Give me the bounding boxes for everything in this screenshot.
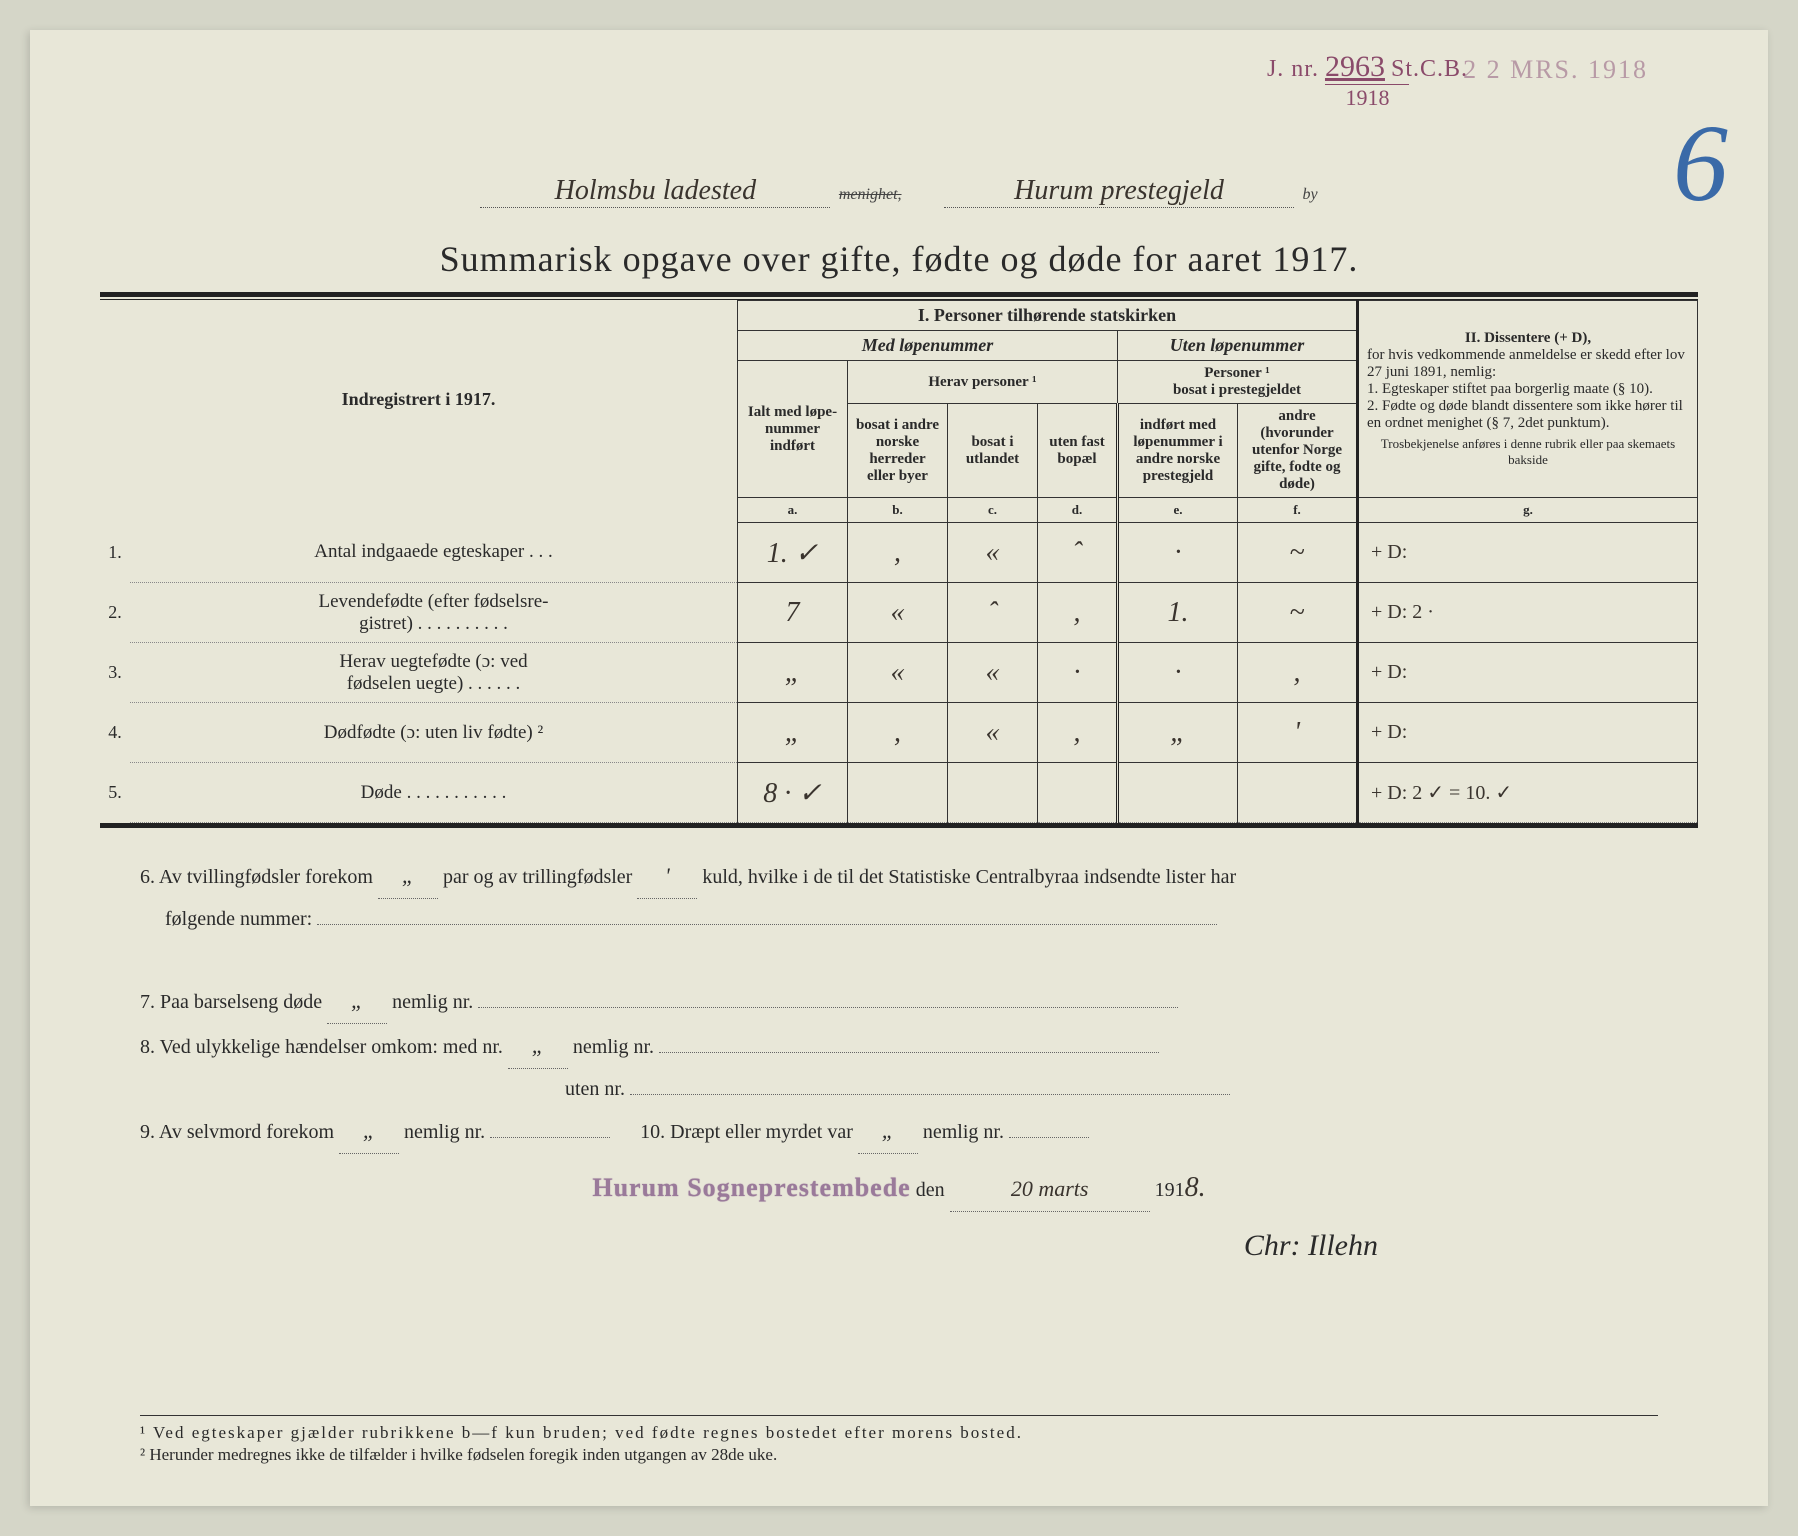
uten-lopenummer-header: Uten løpenummer xyxy=(1118,331,1358,361)
footnote-2: ² Herunder medregnes ikke de tilfælder i… xyxy=(140,1444,1658,1466)
col-f-sub: f. xyxy=(1238,498,1358,523)
col-c-sub: c. xyxy=(948,498,1038,523)
col-g-sub: g. xyxy=(1358,498,1698,523)
section2-note: Trosbekjenelse anføres i denne rubrik el… xyxy=(1367,436,1689,468)
note6-v2: ' xyxy=(637,854,697,899)
col-d-header: uten fast bopæl xyxy=(1038,404,1118,498)
parish-header-line: Holmsbu ladested menighet, Hurum presteg… xyxy=(100,170,1698,208)
note-9-10: 9. Av selvmord forekom „ nemlig nr. 10. … xyxy=(140,1109,1658,1154)
office-stamp: Hurum Sogneprestembede xyxy=(592,1173,910,1202)
note8-b: nemlig nr. xyxy=(573,1036,654,1058)
note6-v1: „ xyxy=(378,854,438,899)
menighet-value: Holmsbu ladested xyxy=(480,175,830,208)
jnr-year: 1918 xyxy=(1325,84,1409,111)
note10-b: nemlig nr. xyxy=(923,1121,1004,1143)
section2-title: II. Dissentere (+ D), xyxy=(1367,330,1689,347)
note-7: 7. Paa barselseng døde „ nemlig nr. xyxy=(140,979,1658,1024)
col-e-header: indført med løpenummer i andre norske pr… xyxy=(1118,404,1238,498)
footnote-1: ¹ Ved egteskaper gjælder rubrikkene b—f … xyxy=(140,1422,1658,1444)
personer-bosat-header: Personer ¹ bosat i prestegjeldet xyxy=(1118,361,1358,404)
note8-v1: „ xyxy=(508,1024,568,1069)
indregistrert-label: Indregistrert i 1917. xyxy=(106,389,731,410)
note8-blank1 xyxy=(659,1052,1159,1053)
journal-stamp: J. nr. 2963 St.C.B. 1918 xyxy=(1267,50,1468,112)
document-title: Summarisk opgave over gifte, fødte og dø… xyxy=(100,238,1698,280)
note6-d: følgende nummer: xyxy=(165,908,312,930)
col-f-header: andre (hvorunder utenfor Norge gifte, fo… xyxy=(1238,404,1358,498)
note-8: 8. Ved ulykkelige hændelser omkom: med n… xyxy=(140,1024,1658,1109)
col-a-text: Ialt med løpe-nummer indført xyxy=(748,404,837,454)
jnr-prefix: J. nr. xyxy=(1267,56,1319,82)
year-prefix: 191 xyxy=(1155,1179,1185,1201)
note-6: 6. Av tvillingfødsler forekom „ par og a… xyxy=(140,854,1658,939)
den-label: den xyxy=(916,1179,945,1201)
note9-a: 9. Av selvmord forekom xyxy=(140,1121,334,1143)
note7-v1: „ xyxy=(327,979,387,1024)
page-number: 6 xyxy=(1673,100,1728,227)
col-a-sub: a. xyxy=(738,498,848,523)
herav-personer-header: Herav personer ¹ xyxy=(848,361,1118,404)
note8-blank2 xyxy=(630,1094,1230,1095)
table-row: 5. Døde . . . . . . . . . . . 8 · ✓ + D:… xyxy=(100,763,1698,823)
note8-c: uten nr. xyxy=(565,1078,625,1100)
col-a-header: Ialt med løpe-nummer indført xyxy=(738,361,848,498)
section2-body: for hvis vedkommende anmeldelse er skedd… xyxy=(1367,347,1689,432)
note6-a: 6. Av tvillingfødsler forekom xyxy=(140,866,373,888)
by-label: by xyxy=(1303,186,1318,203)
rule-thick xyxy=(100,292,1698,297)
menighet-label: menighet, xyxy=(839,186,902,203)
by-value: Hurum prestegjeld xyxy=(944,175,1294,208)
note7-blank xyxy=(478,1007,1178,1008)
med-lopenummer-header: Med løpenummer xyxy=(738,331,1118,361)
table-body: 1. Antal indgaaede egteskaper . . . 1. ✓… xyxy=(100,523,1698,823)
col-b-sub: b. xyxy=(848,498,948,523)
table-row: 3. Herav uegtefødte (ɔ: ved fødselen ueg… xyxy=(100,643,1698,703)
note9-v1: „ xyxy=(339,1109,399,1154)
note7-a: 7. Paa barselseng døde xyxy=(140,991,322,1013)
table-bottom-rule xyxy=(100,823,1698,828)
notes-section: 6. Av tvillingfødsler forekom „ par og a… xyxy=(100,854,1698,1276)
note9-blank xyxy=(490,1137,610,1138)
jnr-number: 2963 xyxy=(1325,50,1385,83)
col-d-sub: d. xyxy=(1038,498,1118,523)
note6-b: par og av trillingfødsler xyxy=(443,866,632,888)
summary-table: Indregistrert i 1917. I. Personer tilhør… xyxy=(100,300,1698,823)
col-b-header: bosat i andre norske herreder eller byer xyxy=(848,404,948,498)
signature: Chr: Illehn xyxy=(140,1216,1658,1276)
jnr-suffix: St.C.B. xyxy=(1391,56,1468,82)
received-date-stamp: 2 2 MRS. 1918 xyxy=(1463,55,1648,85)
note9-b: nemlig nr. xyxy=(404,1121,485,1143)
footnotes: ¹ Ved egteskaper gjælder rubrikkene b—f … xyxy=(140,1415,1658,1466)
note10-a: 10. Dræpt eller myrdet var xyxy=(640,1121,853,1143)
signature-line: Hurum Sogneprestembede den 20 marts 1918… xyxy=(140,1160,1658,1216)
note10-blank xyxy=(1009,1137,1089,1138)
section1-header: I. Personer tilhørende statskirken xyxy=(738,301,1358,331)
col-e-sub: e. xyxy=(1118,498,1238,523)
table-row: 2. Levendefødte (efter fødselsre- gistre… xyxy=(100,583,1698,643)
note8-a: 8. Ved ulykkelige hændelser omkom: med n… xyxy=(140,1036,503,1058)
table-row: 4. Dødfødte (ɔ: uten liv fødte) ² „ , « … xyxy=(100,703,1698,763)
note7-b: nemlig nr. xyxy=(392,991,473,1013)
note6-c: kuld, hvilke i de til det Statistiske Ce… xyxy=(702,866,1236,888)
document-page: J. nr. 2963 St.C.B. 1918 2 2 MRS. 1918 6… xyxy=(30,30,1768,1506)
note10-v1: „ xyxy=(858,1109,918,1154)
col-c-header: bosat i utlandet xyxy=(948,404,1038,498)
date-handwritten: 20 marts xyxy=(950,1167,1150,1212)
note6-blank xyxy=(317,924,1217,925)
section2-header: II. Dissentere (+ D), for hvis vedkommen… xyxy=(1358,301,1698,498)
year-handwritten: 8. xyxy=(1185,1172,1206,1203)
table-row: 1. Antal indgaaede egteskaper . . . 1. ✓… xyxy=(100,523,1698,583)
